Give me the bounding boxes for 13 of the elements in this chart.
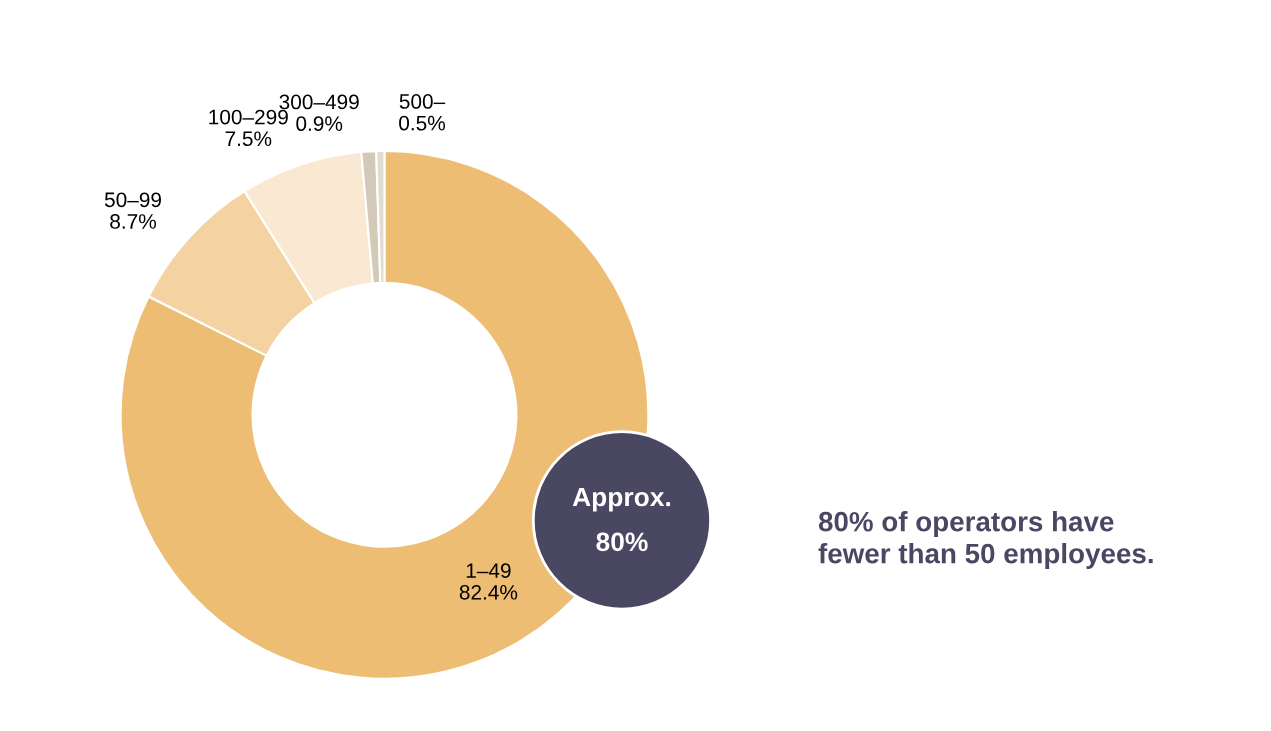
slice-label: 100–299	[209, 109, 288, 125]
slice-label: 300–499	[279, 94, 359, 110]
slice-label: 50–99	[104, 192, 162, 208]
text: 80%	[596, 532, 648, 552]
text: 80% of operators have fewer than 50 employees.	[818, 511, 1153, 569]
data-label: 0.9%	[296, 116, 343, 132]
text: Approx.	[572, 487, 670, 512]
slice-label: 500–	[399, 94, 446, 109]
data-label: 82.4%	[459, 584, 518, 600]
data-label: 0.5%	[399, 115, 446, 131]
data-label: 8.7%	[110, 214, 157, 229]
data-label: 7.5%	[225, 131, 272, 147]
slice-label: 1–49	[466, 563, 511, 578]
